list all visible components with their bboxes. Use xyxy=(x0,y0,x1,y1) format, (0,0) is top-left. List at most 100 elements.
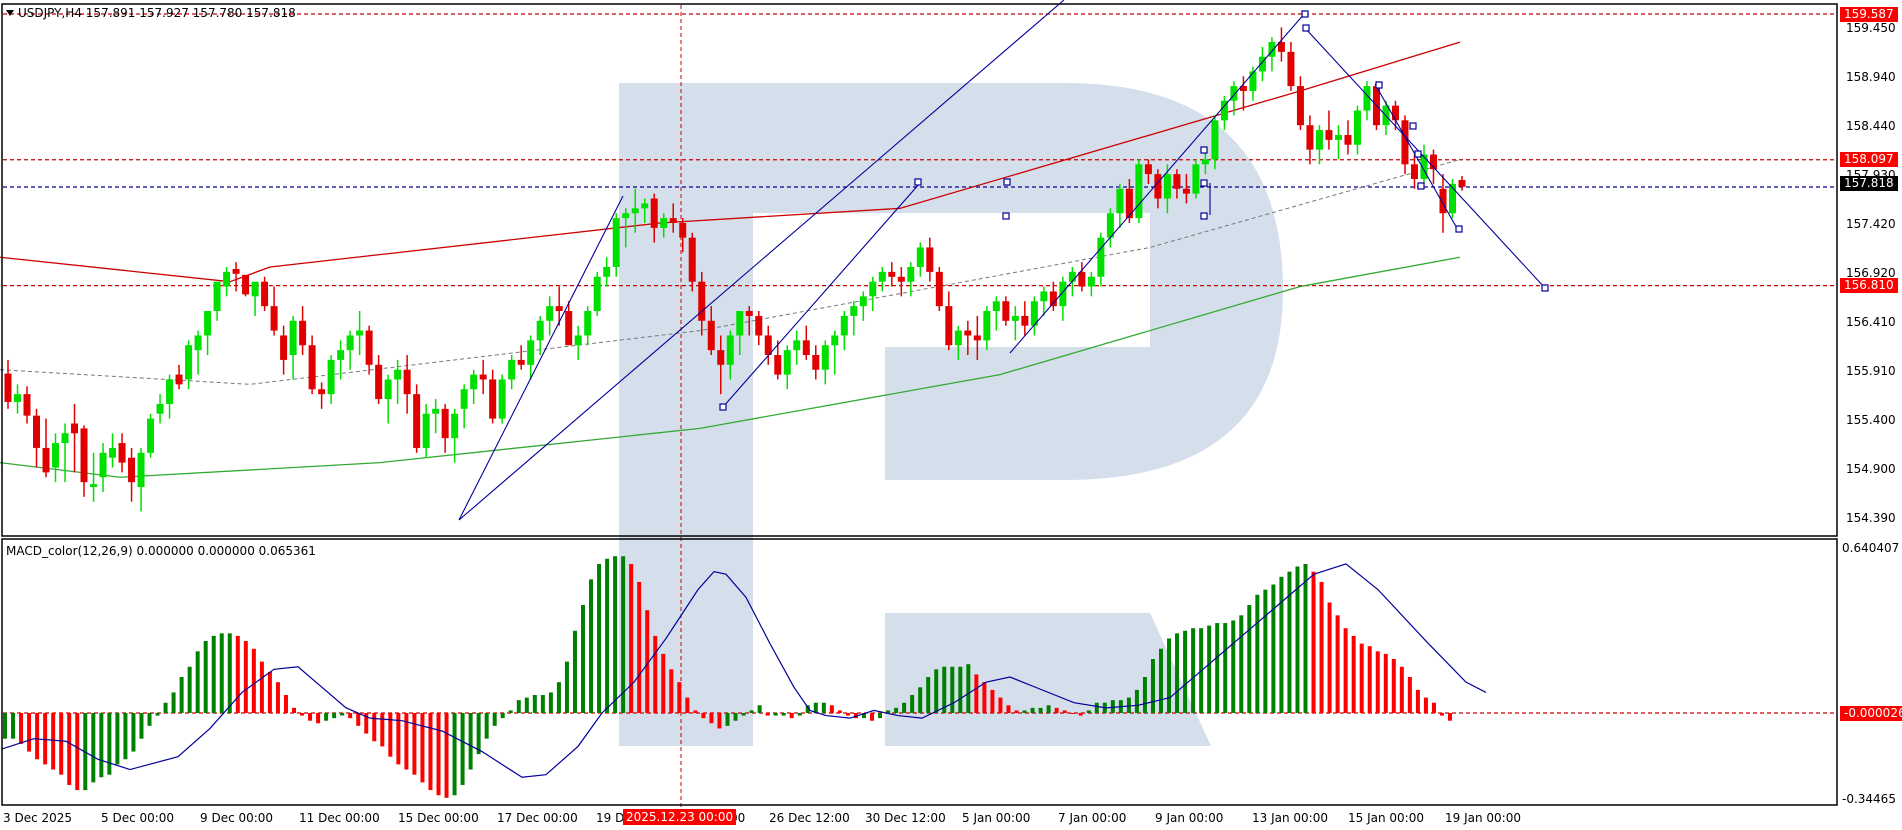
macd-bar xyxy=(725,713,730,726)
trend-handle xyxy=(1302,24,1310,32)
trend-handle xyxy=(1200,146,1208,154)
macd-bar xyxy=(500,713,505,719)
macd-bar xyxy=(1022,710,1027,713)
candle-body xyxy=(1135,164,1143,219)
candle-body xyxy=(33,415,41,448)
trend-handle xyxy=(914,178,922,186)
macd-bar xyxy=(67,713,72,785)
macd-bar xyxy=(1263,589,1268,713)
macd-bar xyxy=(621,556,626,713)
candle-body xyxy=(194,335,202,351)
candle-body xyxy=(1154,174,1162,199)
price-tick: 159.450 xyxy=(1846,21,1896,35)
macd-bar xyxy=(886,710,891,713)
candle-body xyxy=(527,340,535,365)
time-tick: 26 Dec 12:00 xyxy=(769,811,850,825)
trend-line xyxy=(1009,12,1306,354)
macd-bar xyxy=(1279,576,1284,713)
macd-bar xyxy=(1335,615,1340,713)
macd-bar xyxy=(1207,625,1212,713)
macd-bar xyxy=(1295,566,1300,713)
macd-bar xyxy=(990,689,995,713)
trend-handle xyxy=(1200,212,1208,220)
candle-body xyxy=(422,413,430,448)
candle-body xyxy=(489,379,497,419)
candle-body xyxy=(916,247,924,268)
candle-body xyxy=(584,311,592,336)
candle-body xyxy=(973,335,981,341)
time-tick: 11 Dec 00:00 xyxy=(299,811,380,825)
macd-bar xyxy=(1311,571,1316,713)
macd-bar xyxy=(131,713,136,752)
macd-bar xyxy=(1126,697,1131,713)
macd-bar xyxy=(99,713,104,778)
candle-body xyxy=(850,306,858,316)
candle-body xyxy=(907,267,915,282)
macd-bar xyxy=(1086,710,1091,713)
candle-body xyxy=(964,330,972,336)
macd-bar xyxy=(452,713,457,796)
time-tick: 17 Dec 00:00 xyxy=(497,811,578,825)
candle-body xyxy=(641,203,649,209)
macd-bar xyxy=(677,682,682,713)
macd-bar xyxy=(27,713,32,752)
candle-body xyxy=(1448,183,1456,214)
macd-bar xyxy=(123,713,128,760)
macd-bar xyxy=(805,705,810,713)
macd-bar xyxy=(492,713,497,726)
candle-body xyxy=(147,418,155,453)
candle-body xyxy=(603,267,611,277)
macd-bar xyxy=(1223,623,1228,713)
candle-body xyxy=(745,311,753,316)
trend-handle xyxy=(1003,178,1011,186)
macd-bar xyxy=(1448,713,1452,721)
macd-bar xyxy=(653,635,658,713)
candle-body xyxy=(299,320,307,346)
macd-bar xyxy=(324,713,329,721)
macd-bar xyxy=(332,713,337,719)
macd-bar xyxy=(308,713,313,721)
macd-bar xyxy=(267,671,272,713)
macd-bar xyxy=(1327,602,1332,713)
macd-bar xyxy=(813,702,818,713)
macd-bar xyxy=(894,707,899,713)
candle-body xyxy=(612,218,620,268)
candle-body xyxy=(451,413,459,439)
trend-handle xyxy=(1541,284,1549,292)
candle-body xyxy=(878,271,886,282)
candle-body xyxy=(935,271,943,307)
candle-body xyxy=(707,320,715,351)
candle-body xyxy=(1211,120,1219,160)
candle-body xyxy=(555,306,563,312)
candle-body xyxy=(441,408,449,439)
candle-body xyxy=(318,389,326,395)
macd-bar xyxy=(637,581,642,713)
macd-bar xyxy=(388,713,393,757)
macd-bar xyxy=(1359,643,1364,713)
candle-body xyxy=(631,208,639,214)
candle-body xyxy=(574,335,582,346)
candle-body xyxy=(1458,179,1466,187)
candle-body xyxy=(1078,271,1086,287)
candle-body xyxy=(1429,154,1437,170)
macd-bar xyxy=(484,713,489,739)
candle-body xyxy=(888,271,896,277)
macd-bar xyxy=(1078,713,1083,716)
candle-body xyxy=(137,452,145,488)
trend-handle xyxy=(1409,122,1417,130)
candle-body xyxy=(688,237,696,282)
macd-bar xyxy=(781,713,786,716)
macd-bar xyxy=(1038,707,1043,713)
candle-body xyxy=(1059,281,1067,307)
macd-axis-bottom: -0.34465 xyxy=(1842,792,1896,806)
macd-bar xyxy=(516,700,521,713)
macd-bar xyxy=(845,713,850,716)
macd-bar xyxy=(605,558,610,713)
macd-bar xyxy=(420,713,425,783)
macd-bar xyxy=(1110,700,1115,713)
candle-body xyxy=(897,276,905,282)
macd-bar xyxy=(508,710,513,713)
dropdown-triangle-icon[interactable] xyxy=(6,10,14,16)
candle-body xyxy=(1325,130,1333,140)
